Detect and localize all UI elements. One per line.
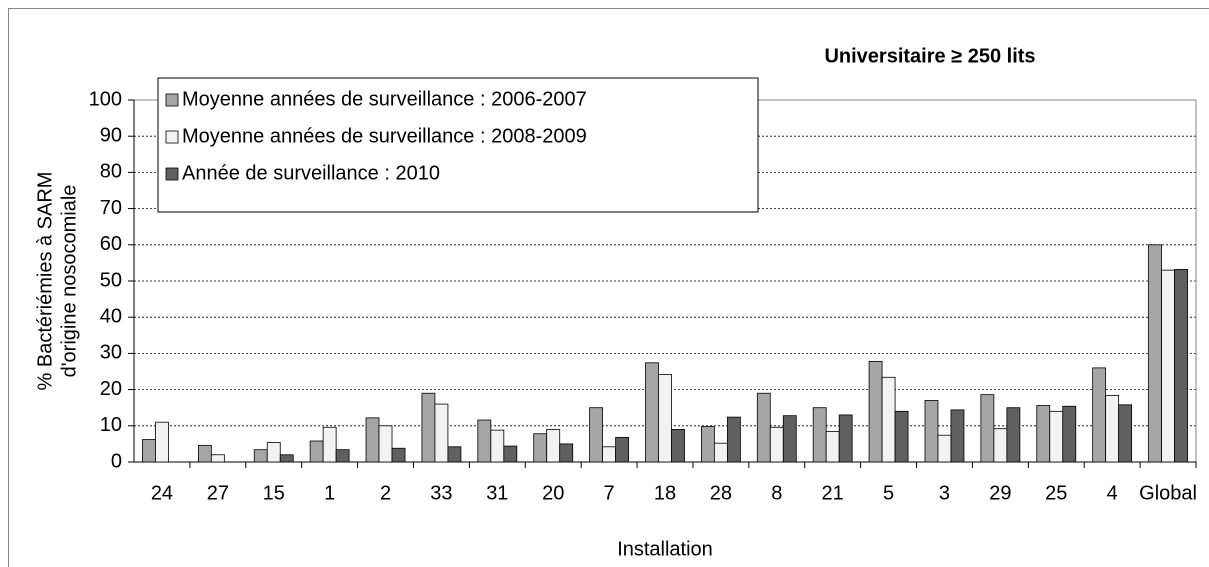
chart-title: Universitaire ≥ 250 lits [824, 45, 1035, 67]
bar [671, 429, 685, 463]
bar [1105, 394, 1120, 463]
bar [1118, 404, 1133, 463]
bar [142, 439, 156, 463]
bar [769, 426, 784, 463]
bar [266, 442, 281, 463]
bar [1148, 244, 1162, 463]
x-tick-label: 25 [1045, 482, 1067, 504]
bar [713, 442, 728, 463]
x-tick-label: 27 [207, 482, 229, 504]
legend-label: Année de surveillance : 2010 [182, 162, 440, 184]
bar [378, 425, 393, 463]
bar [937, 434, 952, 463]
bar [782, 415, 797, 463]
bar [881, 376, 896, 463]
bar [645, 362, 659, 463]
bar [993, 428, 1008, 463]
x-tick-label: Global [1139, 482, 1197, 504]
bar [309, 440, 324, 463]
x-tick-label: 5 [883, 482, 894, 504]
x-tick-label: 2 [380, 482, 391, 504]
bar [756, 392, 771, 463]
bar [197, 444, 212, 463]
y-tick-label: 40 [100, 305, 122, 327]
y-tick-label: 0 [111, 450, 122, 472]
bar [322, 426, 337, 463]
legend-box [157, 77, 759, 213]
x-tick-label: 31 [486, 482, 508, 504]
bar [210, 454, 225, 463]
bar [894, 410, 909, 463]
bar [1062, 405, 1077, 463]
legend-swatch [165, 167, 179, 181]
x-axis-label: Installation [617, 538, 713, 560]
bar [812, 407, 827, 463]
bar [726, 416, 741, 463]
x-tick-label: 21 [822, 482, 844, 504]
x-tick-label: 4 [1107, 482, 1118, 504]
bar [391, 447, 406, 463]
bar [838, 414, 853, 463]
bar [1036, 405, 1051, 463]
y-tick-label: 60 [100, 233, 122, 255]
x-tick-label: 29 [989, 482, 1011, 504]
y-tick-label: 80 [100, 161, 122, 183]
bar [335, 449, 350, 463]
bar [490, 429, 505, 463]
bar [365, 417, 380, 463]
legend-swatch [165, 130, 179, 144]
x-tick-label: 15 [263, 482, 285, 504]
bar [253, 449, 268, 463]
y-axis-label: d'origine nosocomiale [58, 185, 80, 378]
bar [1006, 407, 1021, 463]
bar [559, 443, 574, 463]
x-tick-label: 3 [939, 482, 950, 504]
x-tick-label: 24 [151, 482, 173, 504]
bar [1161, 269, 1175, 463]
y-tick-label: 100 [89, 88, 122, 110]
x-tick-label: 18 [654, 482, 676, 504]
y-axis-label: % Bactériémies à SARM [34, 172, 56, 391]
bar [279, 454, 294, 463]
bar [658, 373, 672, 463]
x-tick-label: 8 [771, 482, 782, 504]
bar [924, 400, 939, 463]
bar [434, 403, 449, 463]
y-tick-label: 10 [100, 414, 122, 436]
bar [615, 436, 630, 463]
x-tick-label: 20 [542, 482, 564, 504]
x-tick-label: 7 [604, 482, 615, 504]
bar [825, 431, 840, 463]
bar [155, 421, 169, 463]
bar [1049, 410, 1064, 463]
bar [602, 446, 617, 463]
x-tick-label: 28 [710, 482, 732, 504]
x-tick-label: 1 [324, 482, 335, 504]
legend-label: Moyenne années de surveillance : 2006-20… [182, 88, 587, 110]
y-tick-label: 30 [100, 342, 122, 364]
bar [1092, 367, 1107, 463]
bar [477, 419, 492, 463]
bar [533, 433, 548, 463]
bar [700, 426, 715, 463]
bar [546, 429, 561, 463]
bar [980, 394, 995, 463]
bar [950, 409, 965, 463]
bar [868, 360, 883, 463]
bar [1174, 269, 1188, 463]
y-tick-label: 70 [100, 197, 122, 219]
bar [503, 445, 518, 463]
bar [589, 407, 604, 463]
y-tick-label: 20 [100, 378, 122, 400]
x-tick-label: 33 [430, 482, 452, 504]
y-tick-label: 90 [100, 124, 122, 146]
legend-label: Moyenne années de surveillance : 2008-20… [182, 125, 587, 147]
bar [421, 392, 436, 463]
y-tick-label: 50 [100, 269, 122, 291]
legend-swatch [165, 93, 179, 107]
bar [447, 446, 462, 463]
